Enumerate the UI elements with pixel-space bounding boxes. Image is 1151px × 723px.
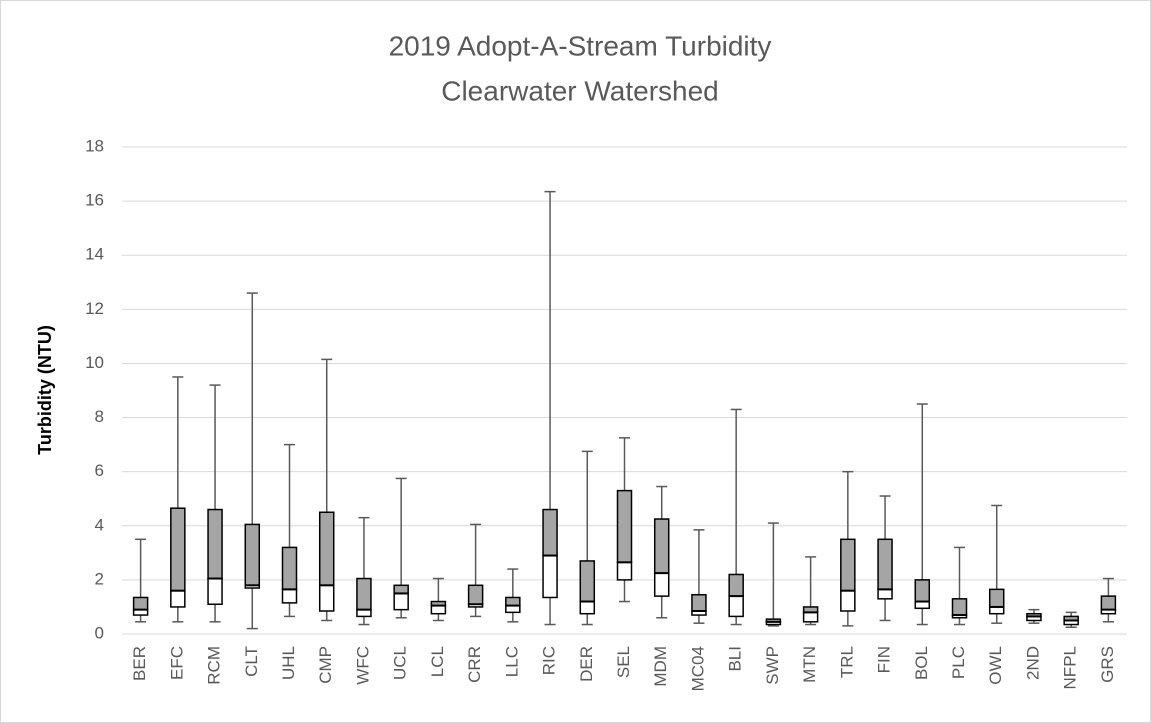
y-tick-label: 14 bbox=[85, 245, 104, 264]
chart-title: 2019 Adopt-A-Stream Turbidity bbox=[389, 30, 772, 61]
box-lower bbox=[616, 561, 633, 581]
x-tick-label: CMP bbox=[316, 646, 335, 684]
y-tick-label: 6 bbox=[95, 461, 104, 480]
box-lower bbox=[877, 588, 893, 600]
x-tick-label: MC04 bbox=[688, 646, 707, 691]
x-tick-label: OWL bbox=[986, 646, 1005, 685]
box-upper bbox=[356, 577, 372, 611]
box-upper bbox=[951, 598, 968, 616]
y-tick-label: 8 bbox=[95, 407, 104, 426]
x-tick-label: GRS bbox=[1098, 646, 1117, 683]
box-lower bbox=[393, 592, 409, 611]
box-upper bbox=[691, 594, 707, 612]
box-upper bbox=[318, 511, 335, 587]
box-upper bbox=[877, 538, 893, 591]
chart-subtitle: Clearwater Watershed bbox=[441, 75, 719, 106]
x-tick-label: PLC bbox=[949, 646, 968, 679]
y-tick-label: 2 bbox=[95, 569, 104, 588]
box-upper bbox=[616, 489, 633, 564]
x-tick-label: BER bbox=[130, 646, 149, 681]
box-upper bbox=[988, 588, 1005, 608]
box-lower bbox=[281, 588, 298, 604]
box-lower bbox=[318, 584, 335, 612]
x-tick-label: CRR bbox=[465, 646, 484, 683]
box-upper bbox=[1100, 595, 1117, 611]
box-upper bbox=[505, 596, 521, 607]
x-tick-label: RIC bbox=[540, 646, 559, 675]
y-tick-label: 10 bbox=[85, 353, 104, 372]
box-lower bbox=[505, 604, 521, 614]
x-tick-label: FIN bbox=[875, 646, 894, 673]
x-tick-label: UCL bbox=[391, 646, 410, 680]
box-lower bbox=[430, 604, 447, 615]
box-lower bbox=[542, 554, 558, 599]
x-tick-label: SWP bbox=[763, 646, 782, 685]
y-tick-label: 4 bbox=[95, 515, 104, 534]
y-tick-label: 12 bbox=[85, 299, 104, 318]
x-tick-label: MDM bbox=[651, 646, 670, 687]
box-upper bbox=[244, 523, 261, 587]
x-tick-label: CLT bbox=[242, 646, 261, 677]
y-tick-label: 16 bbox=[85, 191, 104, 210]
box-upper bbox=[914, 579, 931, 603]
box-lower bbox=[840, 589, 856, 612]
box-lower bbox=[207, 577, 223, 605]
y-tick-label: 0 bbox=[95, 623, 104, 642]
box-upper bbox=[132, 596, 149, 611]
box-lower bbox=[170, 589, 186, 608]
box-lower bbox=[914, 600, 931, 610]
box-upper bbox=[542, 508, 558, 557]
box-lower bbox=[728, 595, 744, 618]
y-tick-label: 18 bbox=[85, 136, 104, 155]
box-upper bbox=[170, 507, 186, 592]
x-tick-label: DER bbox=[577, 646, 596, 682]
x-tick-label: NFPL bbox=[1061, 646, 1080, 689]
x-tick-label: RCM bbox=[205, 646, 224, 685]
x-tick-label: BOL bbox=[912, 646, 931, 680]
box-lower bbox=[988, 606, 1005, 615]
x-tick-label: WFC bbox=[353, 646, 372, 685]
box-lower bbox=[653, 572, 670, 597]
x-tick-label: LCL bbox=[428, 646, 447, 677]
x-tick-label: UHL bbox=[279, 646, 298, 680]
box-lower bbox=[579, 600, 596, 615]
box-lower bbox=[802, 611, 819, 623]
x-tick-label: BLI bbox=[726, 646, 745, 672]
x-tick-label: SEL bbox=[614, 646, 633, 678]
box-upper bbox=[840, 538, 856, 592]
box-upper bbox=[728, 573, 744, 597]
x-tick-label: 2ND bbox=[1023, 646, 1042, 680]
box-upper bbox=[579, 560, 596, 603]
x-tick-label: MTN bbox=[800, 646, 819, 683]
x-tick-label: TRL bbox=[837, 646, 856, 678]
box-upper bbox=[653, 518, 670, 574]
box-upper bbox=[393, 584, 409, 595]
x-tick-label: EFC bbox=[167, 646, 186, 680]
x-tick-label: LLC bbox=[502, 646, 521, 677]
box-upper bbox=[281, 546, 298, 591]
box-upper bbox=[207, 508, 223, 580]
y-axis-title: Turbidity (NTU) bbox=[35, 325, 55, 455]
box-lower bbox=[356, 608, 372, 618]
box-upper bbox=[467, 584, 484, 605]
